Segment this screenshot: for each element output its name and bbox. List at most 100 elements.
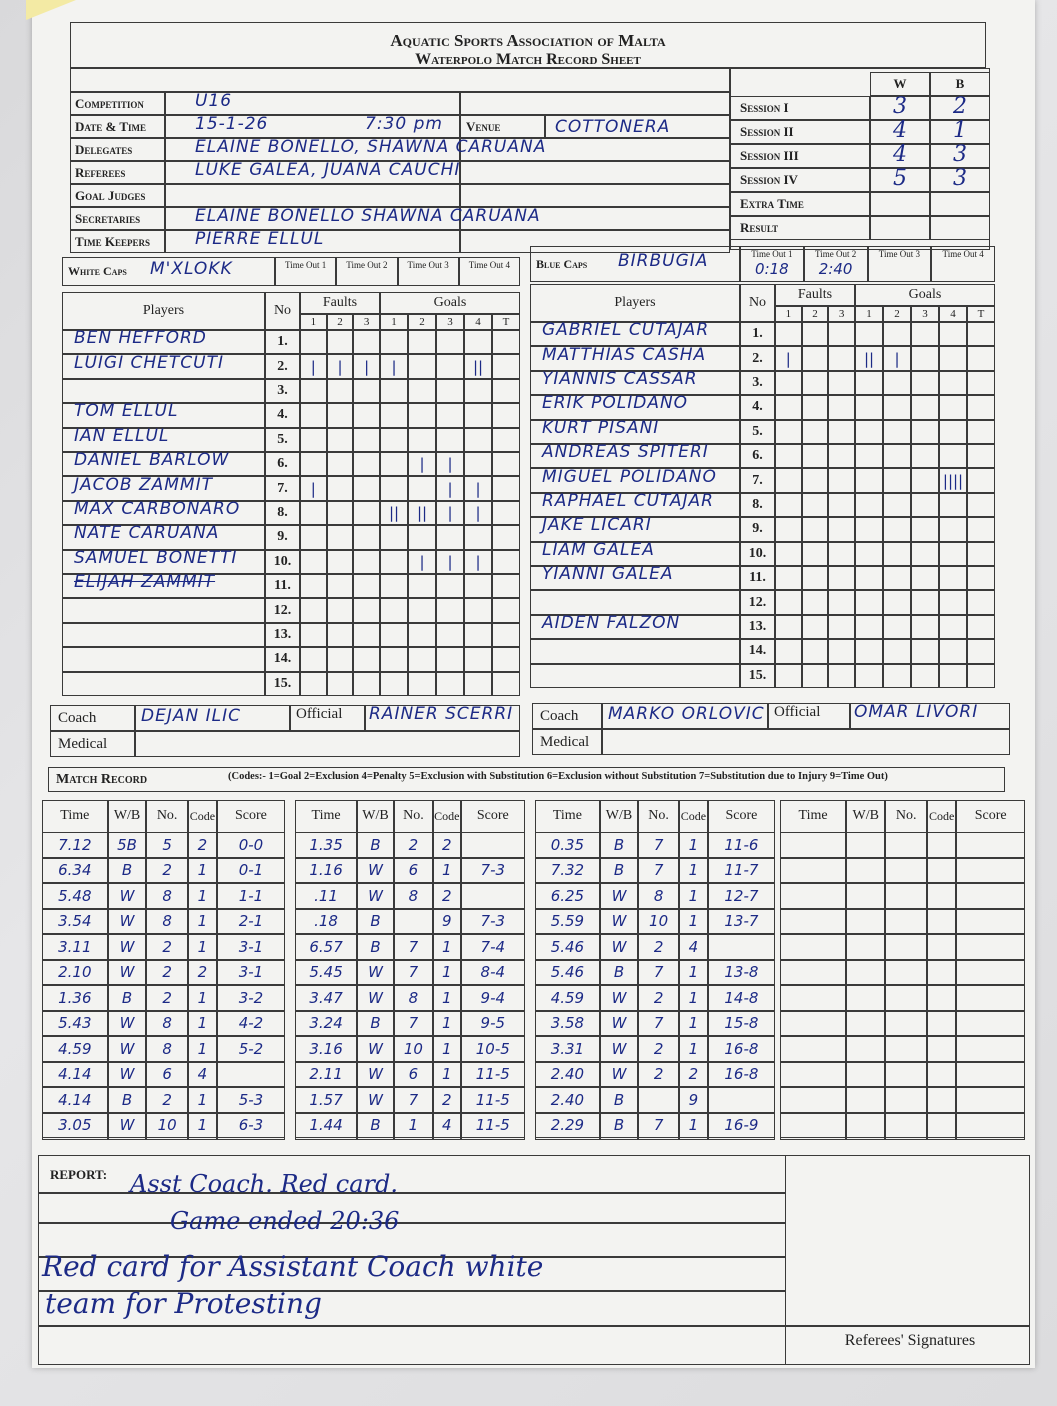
event-time: 7.32	[550, 861, 585, 880]
event-time: 1.44	[309, 1116, 343, 1135]
cell	[828, 639, 855, 664]
cell	[353, 354, 380, 379]
player-name: LIAM GALEA	[542, 539, 655, 560]
goal-col: T	[502, 316, 510, 328]
player-name: TOM ELLUL	[74, 401, 179, 422]
event-score: 0-1	[238, 861, 264, 880]
cell	[638, 832, 679, 858]
cell	[265, 452, 300, 477]
cell	[740, 614, 775, 640]
cell	[679, 1010, 708, 1036]
cell	[828, 395, 855, 420]
player-no: 13.	[748, 618, 767, 634]
cell	[107, 883, 147, 909]
cell	[801, 517, 829, 542]
cell	[740, 284, 775, 322]
cell	[165, 184, 460, 207]
cell	[780, 959, 847, 985]
cell	[927, 1036, 957, 1062]
cell	[300, 330, 327, 355]
timeout-label: Time Out 2	[815, 249, 857, 259]
cell	[530, 566, 740, 591]
cell	[707, 857, 775, 883]
event-no: 8	[162, 912, 172, 931]
event-header: Code	[680, 808, 707, 823]
cell	[326, 314, 354, 330]
player-no: 1.	[752, 326, 763, 342]
cell	[393, 1010, 433, 1036]
cell	[393, 934, 433, 960]
cell	[707, 1010, 775, 1036]
cell	[300, 292, 380, 314]
cell	[492, 598, 520, 623]
event-score: 14-8	[724, 988, 759, 1007]
goal-mark: |	[475, 552, 481, 571]
cell	[775, 663, 802, 688]
cell	[956, 1010, 1025, 1036]
cell	[939, 322, 967, 347]
cell	[846, 959, 886, 985]
cell	[300, 427, 327, 452]
cell	[460, 1036, 525, 1062]
cell	[146, 1087, 188, 1113]
cell	[679, 857, 708, 883]
cell	[436, 314, 464, 330]
report-label: REPORT:	[50, 1167, 108, 1182]
cell	[464, 671, 492, 696]
cell	[464, 622, 492, 648]
cell	[464, 525, 492, 550]
cell	[393, 1036, 433, 1062]
event-no: 8	[653, 886, 664, 905]
event-time: 5.45	[309, 963, 343, 982]
player-name: YIANNIS CASSAR	[542, 368, 698, 389]
info-value: ELAINE BONELLO SHAWNA CARUANA	[195, 205, 541, 226]
cell	[707, 832, 775, 858]
cell	[927, 857, 957, 883]
cell	[436, 647, 464, 672]
cell	[380, 427, 408, 452]
cell	[300, 500, 327, 526]
cell	[927, 832, 957, 858]
cell	[42, 1112, 108, 1138]
cell	[326, 476, 354, 501]
cell	[885, 1061, 927, 1087]
cell	[326, 330, 354, 355]
event-header: Time	[552, 808, 582, 823]
cell	[42, 985, 108, 1011]
session-score: 2	[953, 93, 967, 119]
cell	[801, 566, 829, 591]
cell	[433, 934, 461, 960]
session-score: 4	[893, 141, 907, 167]
cell	[380, 622, 408, 648]
event-code: 1	[197, 886, 208, 905]
cell	[408, 622, 436, 648]
event-score: 16-8	[724, 1065, 759, 1084]
cell	[408, 427, 436, 452]
cell	[265, 671, 300, 696]
cell	[768, 703, 850, 729]
cell	[530, 370, 740, 396]
cell	[535, 857, 600, 883]
info-label: Date & Time	[75, 118, 146, 134]
cell	[846, 1087, 886, 1113]
cell	[939, 566, 967, 591]
cell	[870, 216, 930, 240]
info-label: Goal Judges	[75, 187, 146, 203]
cell	[740, 492, 775, 518]
cell	[956, 1112, 1025, 1138]
cell	[187, 1010, 217, 1036]
event-no: 10	[403, 1039, 423, 1058]
goal-mark: ||	[863, 349, 875, 368]
cell	[433, 1061, 461, 1087]
event-score: 3-2	[238, 988, 264, 1007]
cell	[530, 322, 740, 347]
event-no: 2	[653, 1065, 664, 1084]
cell	[801, 370, 829, 396]
event-score: 2-1	[238, 912, 264, 931]
player-name: JAKE LICARI	[542, 515, 652, 536]
cell	[187, 934, 217, 960]
cell	[801, 419, 829, 444]
goals-header: Goals	[433, 295, 467, 310]
no-header: No	[748, 295, 767, 310]
